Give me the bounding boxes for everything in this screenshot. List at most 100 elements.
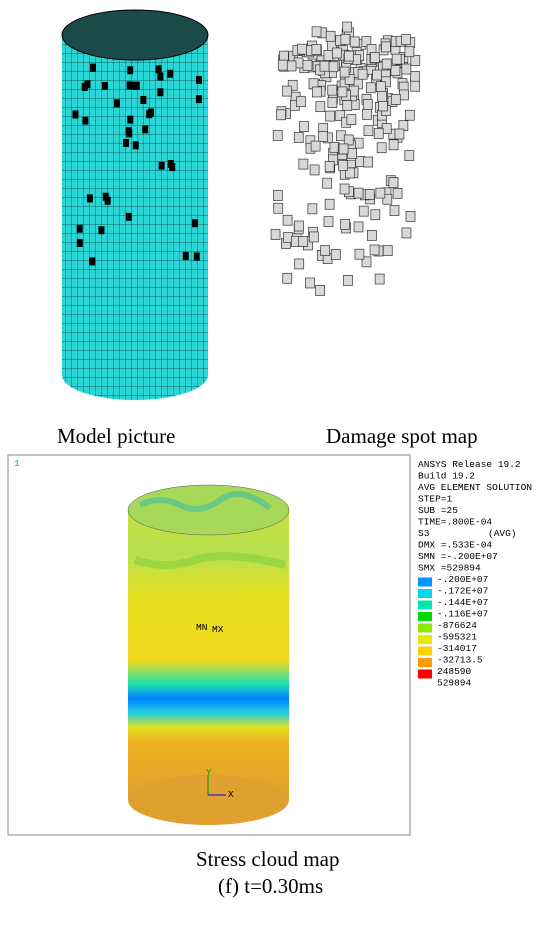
damage-spot [192, 219, 198, 227]
damage-cube [343, 22, 352, 32]
damage-cube [390, 206, 399, 216]
damage-spot [77, 225, 83, 233]
figure: 1ANSYS Release 19.2Build 19.2AVG ELEMENT… [0, 0, 551, 928]
damage-spot [82, 117, 88, 125]
damage-spot [133, 141, 139, 149]
damage-cube [405, 47, 414, 57]
ansys-text: AVG ELEMENT SOLUTION [418, 482, 532, 493]
damage-spot [157, 88, 163, 96]
damage-spot [127, 116, 133, 124]
damage-cube [370, 245, 379, 255]
damage-cube [340, 184, 349, 194]
legend-swatch [418, 635, 432, 644]
damage-spot [89, 257, 95, 265]
damage-cube [365, 189, 374, 199]
damage-cube [326, 111, 335, 121]
damage-spot [196, 76, 202, 84]
ansys-text: -595321 [437, 632, 477, 643]
damage-spot [127, 66, 133, 74]
damage-cube [340, 67, 349, 77]
damage-cube [391, 66, 400, 76]
damage-spot [140, 96, 146, 104]
ansys-text: Build 19.2 [418, 471, 475, 482]
figure-art: 1ANSYS Release 19.2Build 19.2AVG ELEMENT… [0, 0, 551, 928]
damage-spot [123, 139, 129, 147]
damage-cube [410, 71, 419, 81]
damage-cube [358, 69, 367, 79]
damage-spot [114, 99, 120, 107]
caption: Stress cloud map [196, 847, 339, 872]
damage-cube [308, 204, 317, 214]
ansys-text: -32713.5 [437, 655, 483, 666]
damage-cube [324, 217, 333, 227]
damage-cube [329, 62, 338, 72]
damage-cube [383, 245, 392, 255]
ansys-text: S3 [418, 528, 430, 539]
damage-cube [316, 285, 325, 295]
model-cylinder [62, 10, 208, 400]
damage-cube [354, 188, 363, 198]
damage-cube [359, 206, 368, 216]
damage-spot [126, 213, 132, 221]
damage-spot [183, 252, 189, 260]
damage-cube [399, 90, 408, 100]
caption: (f) t=0.30ms [218, 874, 323, 899]
damage-cube [364, 157, 373, 167]
damage-cube [370, 52, 379, 62]
damage-cube [392, 54, 401, 64]
damage-cube [332, 48, 341, 58]
damage-cube [393, 188, 402, 198]
damage-cube [363, 109, 372, 119]
legend-swatch [418, 612, 432, 621]
damage-cube [366, 83, 375, 93]
damage-cube [297, 44, 306, 54]
damage-cube [377, 143, 386, 153]
page: {"captions":{"model":"Model picture","da… [0, 0, 551, 928]
damage-cube [282, 86, 291, 96]
damage-cube [382, 59, 391, 69]
damage-cube [305, 278, 314, 288]
damage-spot [142, 125, 148, 133]
damage-cube [381, 42, 390, 52]
damage-cube [348, 148, 357, 158]
damage-cube [339, 161, 348, 171]
damage-cube [341, 219, 350, 229]
damage-cube [405, 110, 414, 120]
damage-cube [405, 151, 414, 161]
damage-cube [378, 101, 387, 111]
damage-cube [325, 161, 334, 171]
damage-spot [130, 82, 136, 90]
damage-cube [344, 135, 353, 145]
damage-cube [299, 236, 308, 246]
damage-cube [324, 50, 333, 60]
damage-cube [350, 37, 359, 47]
damage-cube [316, 102, 325, 112]
damage-cube [312, 44, 321, 54]
damage-cube [389, 178, 398, 188]
damage-cube [283, 273, 292, 283]
damage-cube [311, 141, 320, 151]
ansys-text: -876624 [437, 620, 477, 631]
damage-spot [98, 226, 104, 234]
ansys-text: SMN =-.200E+07 [418, 551, 498, 562]
ansys-text: Y [206, 767, 212, 778]
damage-spot [155, 65, 161, 73]
damage-spot [194, 252, 200, 260]
damage-cube [277, 110, 286, 120]
damage-cube [283, 215, 292, 225]
damage-spot [159, 162, 165, 170]
ansys-text: SUB =25 [418, 505, 458, 516]
ansys-text: 248590 [437, 666, 472, 677]
damage-cube [312, 27, 321, 37]
damage-cube [297, 97, 306, 107]
damage-cube [382, 124, 391, 134]
damage-cube [300, 122, 309, 132]
damage-cube [331, 250, 340, 260]
ansys-text: 1 [14, 458, 20, 469]
damage-spot [167, 70, 173, 78]
damage-spot [90, 64, 96, 72]
damage-cube [401, 35, 410, 45]
ansys-text: -.116E+07 [437, 609, 488, 620]
damage-cube [395, 129, 404, 139]
damage-cube [309, 232, 318, 242]
